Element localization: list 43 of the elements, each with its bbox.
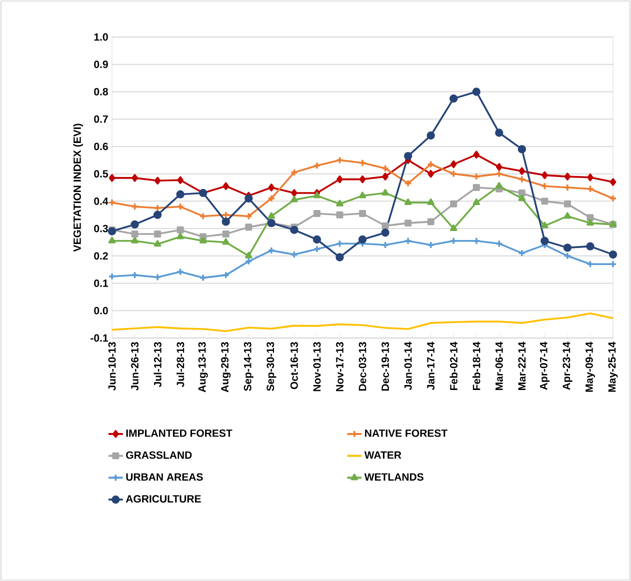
y-axis-title: VEGETATION INDEX (EVI) bbox=[73, 124, 84, 252]
x-tick-label: Oct-16-13 bbox=[290, 342, 298, 390]
y-tick-label: 0.3 bbox=[94, 224, 108, 232]
legend-label: AGRICULTURE bbox=[126, 495, 201, 503]
legend-label: WATER bbox=[364, 451, 402, 459]
x-tick-label: May-09-14 bbox=[585, 342, 595, 392]
x-tick-label: Sep-30-13 bbox=[266, 342, 276, 392]
y-tick-label: 0.7 bbox=[94, 115, 108, 123]
x-tick-label: Jan-01-14 bbox=[404, 342, 412, 390]
x-tick-label: Jun-10-13 bbox=[108, 342, 116, 391]
legend-label: WETLANDS bbox=[364, 473, 424, 481]
y-tick-label: 0.9 bbox=[94, 60, 108, 68]
y-tick-label: 1.0 bbox=[94, 33, 108, 41]
y-tick-label: 0.6 bbox=[94, 142, 108, 150]
y-tick-label: 0.1 bbox=[94, 280, 108, 287]
legend-label: IMPLANTED FOREST bbox=[126, 429, 232, 437]
y-tick-label: 0.5 bbox=[94, 170, 108, 178]
x-tick-label: Dec-03-13 bbox=[358, 342, 366, 391]
x-tick-label: Sep-14-13 bbox=[244, 342, 254, 392]
y-tick-label: 0.2 bbox=[94, 252, 108, 260]
y-tick-label: 0.8 bbox=[94, 88, 108, 96]
x-tick-label: Dec-19-13 bbox=[382, 342, 390, 391]
legend-label: NATIVE FOREST bbox=[365, 429, 448, 437]
x-tick-label: Aug-13-13 bbox=[198, 342, 208, 392]
x-tick-label: Jan-17-14 bbox=[427, 342, 434, 390]
x-tick-label: May-25-14 bbox=[608, 342, 618, 392]
x-tick-label: Apr-23-14 bbox=[562, 342, 572, 390]
x-tick-label: Mar-22-14 bbox=[518, 342, 526, 390]
legend-label: GRASSLAND bbox=[126, 451, 192, 459]
x-tick-label: Nov-01-13 bbox=[313, 342, 321, 392]
y-tick-label: 0.4 bbox=[94, 197, 108, 205]
y-tick-label: -0.1 bbox=[90, 334, 108, 342]
x-tick-label: Feb-18-14 bbox=[472, 342, 480, 390]
y-tick-label: 0.0 bbox=[94, 306, 108, 314]
x-tick-label: Nov-17-13 bbox=[336, 342, 344, 392]
x-tick-label: Aug-29-13 bbox=[221, 342, 231, 392]
legend-label: URBAN AREAS bbox=[126, 473, 203, 481]
x-tick-label: Jun-26-13 bbox=[131, 342, 139, 391]
x-tick-label: Feb-02-14 bbox=[450, 342, 458, 390]
x-tick-label: Jul-12-13 bbox=[154, 342, 162, 388]
x-tick-label: Jul-28-13 bbox=[176, 342, 184, 388]
x-tick-label: Mar-06-14 bbox=[495, 342, 503, 390]
x-tick-label: Apr-07-14 bbox=[540, 342, 550, 390]
